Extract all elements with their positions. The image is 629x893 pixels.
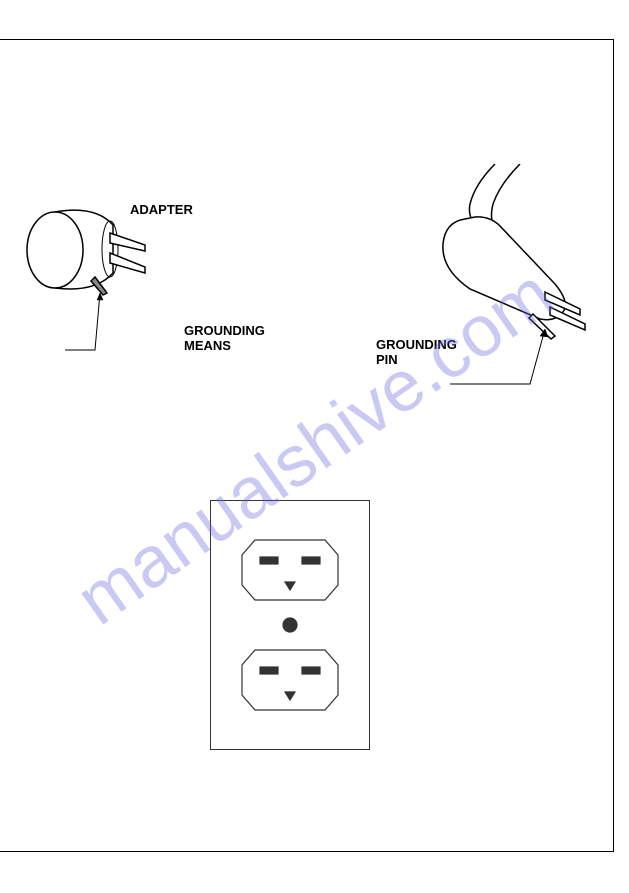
plug-diagram: [375, 164, 605, 404]
adapter-label: ADAPTER: [130, 202, 193, 217]
grounding-pin-label: GROUNDING PIN: [376, 337, 457, 367]
grounding-means-label: GROUNDING MEANS: [184, 323, 265, 353]
grounding-pin-line1: GROUNDING: [376, 337, 457, 352]
adapter-diagram: [15, 195, 195, 385]
grounding-pin-line2: PIN: [376, 352, 398, 367]
grounding-means-line1: GROUNDING: [184, 323, 265, 338]
outlet-diagram: [210, 500, 370, 750]
grounding-means-line2: MEANS: [184, 338, 231, 353]
